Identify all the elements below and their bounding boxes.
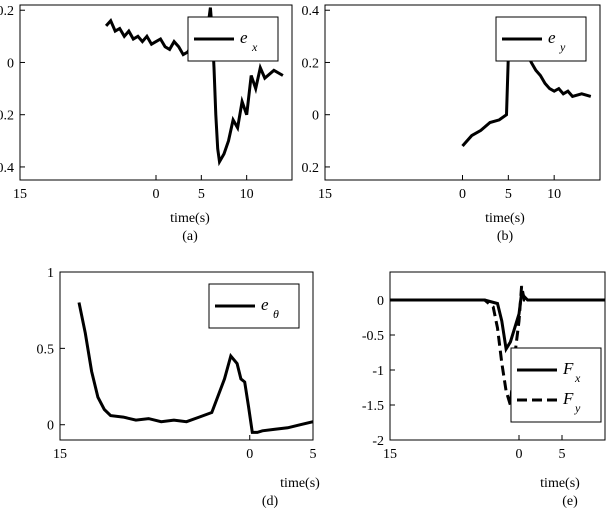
series-line-F_y [390, 285, 605, 406]
plot-frame [389, 271, 606, 441]
y-tick-label: -1.5 [362, 399, 384, 414]
panel-d: 1 0.5 0 15 0 5 time(s)(d) e θ [37, 266, 321, 509]
y-tick-label: 0 [7, 56, 14, 71]
x-tick-label: 15 [318, 187, 332, 202]
legend-box [510, 347, 602, 423]
x-tick-label: 0 [246, 447, 253, 462]
legend-label: e [548, 28, 556, 47]
x-tick-label: 0 [153, 187, 160, 202]
panel-a: 0.2 0 0.2 0.4 15 0 5 10 time(s) (a) e x [0, 4, 293, 244]
legend-label: e [261, 295, 269, 314]
y-tick-label: 0.2 [0, 109, 14, 124]
y-tick-label: 0.4 [302, 4, 320, 19]
x-tick-label: 15 [383, 447, 397, 462]
x-axis-label: time(s) [540, 476, 580, 491]
legend-subscript: y [559, 40, 566, 54]
x-axis-label: time(s) [280, 476, 320, 491]
y-tick-label: -2 [372, 434, 384, 449]
legend-subscript: θ [273, 307, 279, 321]
x-tick-label: 10 [240, 187, 254, 202]
y-tick-label: 0.5 [37, 342, 55, 357]
legend-label: e [240, 28, 248, 47]
x-tick-label: 5 [559, 447, 566, 462]
y-tick-label: 1 [47, 266, 54, 281]
x-tick-label: 10 [547, 187, 561, 202]
panel-e: 0 -0.5 -1 -1.5 -215 0 5 time(s) (e) F xF y [362, 271, 606, 509]
panel-caption: (e) [562, 494, 578, 509]
y-tick-label: 0 [47, 419, 54, 434]
legend-label: F [562, 389, 574, 408]
plot-frame [59, 271, 314, 441]
x-axis-label: time(s) [170, 211, 210, 226]
x-tick-label: 15 [53, 447, 67, 462]
y-tick-label: 0.2 [0, 4, 14, 19]
x-tick-label: 5 [198, 187, 205, 202]
x-tick-label: 0 [516, 447, 523, 462]
y-tick-label: 0.4 [0, 161, 14, 176]
panel-b: 0.4 0.2 0 0.2 15 0 5 10 time(s) (b) e y [302, 4, 601, 244]
legend-subscript: y [574, 401, 581, 415]
y-tick-label: 0 [377, 294, 384, 309]
y-tick-label: 0 [312, 109, 319, 124]
panel-caption: (d) [262, 494, 279, 509]
series-line-e_theta [77, 302, 313, 434]
y-tick-label: -0.5 [362, 329, 384, 344]
series-line-e_y [461, 38, 592, 147]
panel-caption: (a) [182, 229, 198, 244]
x-axis-label: time(s) [485, 211, 525, 226]
x-tick-label: 0 [459, 187, 466, 202]
y-tick-label: -1 [372, 364, 384, 379]
legend-subscript: x [574, 371, 581, 385]
panel-caption: (b) [497, 229, 514, 244]
y-tick-label: 0.2 [302, 161, 320, 176]
x-tick-label: 15 [13, 187, 27, 202]
x-tick-label: 5 [505, 187, 512, 202]
x-tick-label: 5 [310, 447, 317, 462]
legend-subscript: x [251, 40, 258, 54]
legend-label: F [562, 359, 574, 378]
y-tick-label: 0.2 [302, 56, 320, 71]
